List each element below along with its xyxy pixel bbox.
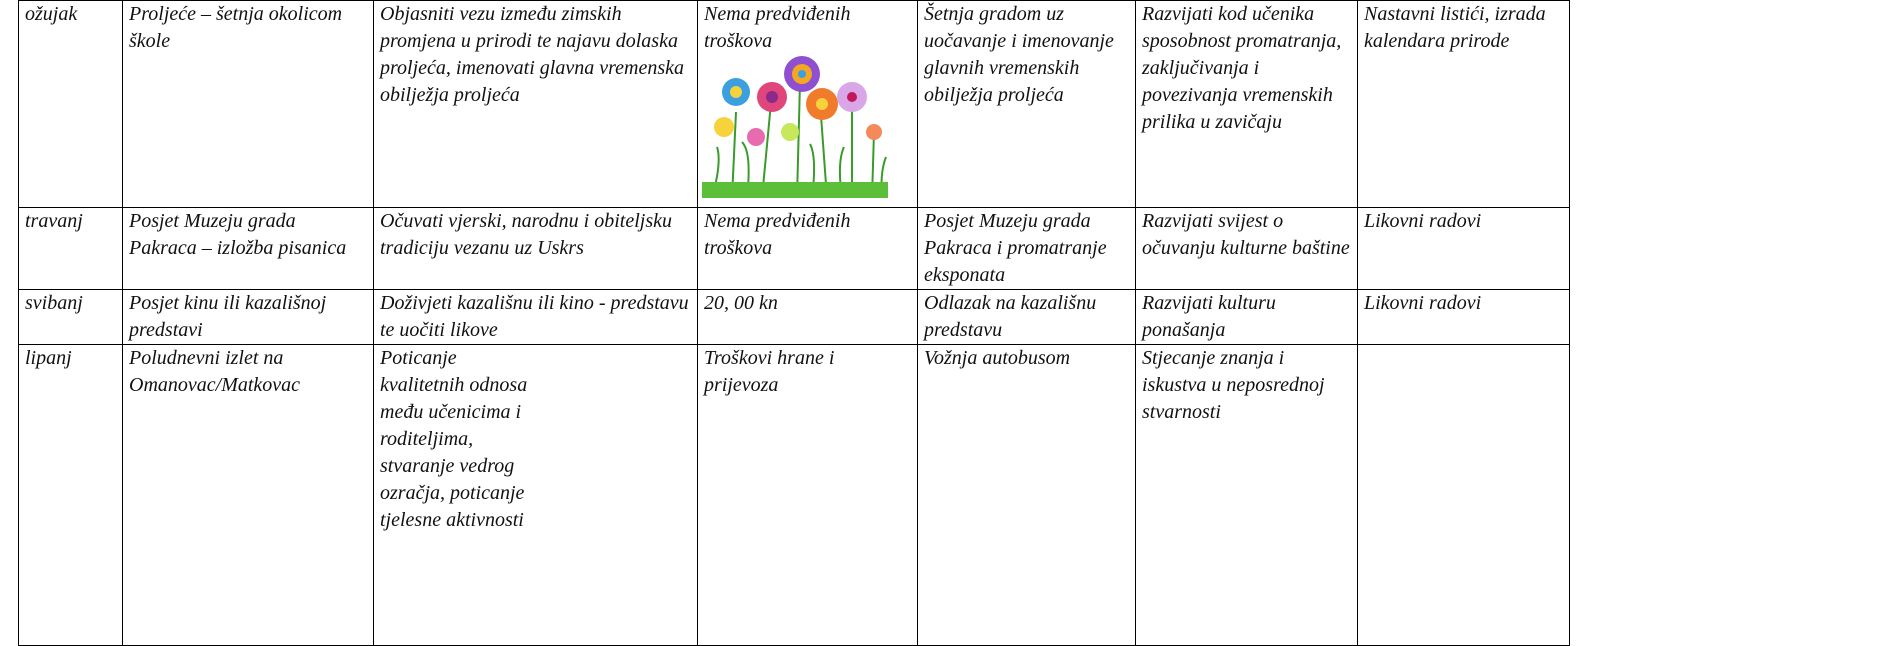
table-cell: ožujak — [18, 0, 123, 208]
table-cell: Poticanje kvalitetnih odnosa među učenic… — [373, 344, 698, 646]
table-row: svibanj Posjet kinu ili kazališnoj predst… — [18, 289, 1570, 345]
activity-table: ožujak Proljeće – šetnja okolicom škole Ob… — [18, 0, 1570, 646]
table-cell: Odlazak na kazališnu predstavu — [917, 289, 1136, 345]
table-row: ožujak Proljeće – šetnja okolicom škole Ob… — [18, 0, 1570, 208]
table-cell: Proljeće – šetnja okolicom škole — [122, 0, 374, 208]
table-cell: Šetnja gradom uz uočavanje i imenovanje … — [917, 0, 1136, 208]
table-cell: Posjet Muzeju grada Pakraca – izložba pi… — [122, 207, 374, 290]
table-cell: Stjecanje znanja i iskustva u neposredno… — [1135, 344, 1358, 646]
table-cell: 20, 00 kn — [697, 289, 918, 345]
table-cell: svibanj — [18, 289, 123, 345]
table-cell: Objasniti vezu između zimskih promjena u… — [373, 0, 698, 208]
flower-illustration — [702, 56, 888, 198]
table-cell: Nema predviđenih troškova — [697, 207, 918, 290]
table-cell: Razvijati kod učenika sposobnost promatr… — [1135, 0, 1358, 208]
table-cell: Posjet Muzeju grada Pakraca i promatranj… — [917, 207, 1136, 290]
table-cell: Doživjeti kazališnu ili kino - predstavu… — [373, 289, 698, 345]
table-cell: Posjet kinu ili kazališnoj predstavi — [122, 289, 374, 345]
table-row: lipanj Poludnevni izlet na Omanovac/Matko… — [18, 344, 1570, 646]
table-cell: lipanj — [18, 344, 123, 646]
table-cell: travanj — [18, 207, 123, 290]
table-cell: Poludnevni izlet na Omanovac/Matkovac — [122, 344, 374, 646]
table-cell: Vožnja autobusom — [917, 344, 1136, 646]
table-cell — [1357, 344, 1570, 646]
table-cell: Nastavni listići, izrada kalendara priro… — [1357, 0, 1570, 208]
table-cell: Likovni radovi — [1357, 289, 1570, 345]
table-cell: Likovni radovi — [1357, 207, 1570, 290]
table-cell: Razvijati svijest o očuvanju kulturne ba… — [1135, 207, 1358, 290]
table-cell: Očuvati vjerski, narodnu i obiteljsku tr… — [373, 207, 698, 290]
table-row: travanj Posjet Muzeju grada Pakraca – izl… — [18, 207, 1570, 290]
table-cell: Razvijati kulturu ponašanja — [1135, 289, 1358, 345]
table-cell: Troškovi hrane i prijevoza — [697, 344, 918, 646]
